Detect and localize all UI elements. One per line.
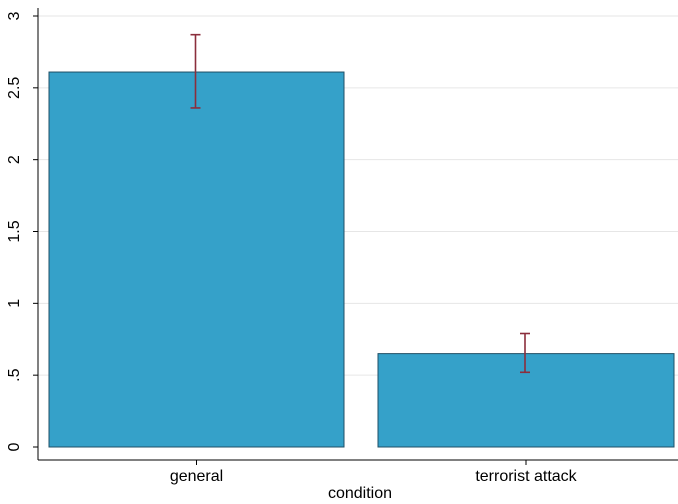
error-bar-0 — [190, 33, 201, 109]
tick-labels: 0 .5 1 1.5 2 2.5 3 general terrorist attack — [6, 11, 578, 485]
x-tick-label-general: general — [170, 468, 223, 485]
x-axis-title: condition — [328, 485, 392, 502]
error-bar-1 — [520, 332, 530, 374]
x-tick-label-terrorist-attack: terrorist attack — [475, 468, 577, 485]
y-tick-label-3: 1.5 — [6, 220, 23, 242]
y-tick-label-2: 1 — [6, 299, 23, 308]
bars — [48, 71, 675, 448]
bar-terrorist-attack — [377, 353, 675, 448]
axes — [33, 8, 678, 465]
y-tick-label-6: 3 — [6, 11, 23, 20]
bar-general — [48, 71, 345, 448]
y-tick-label-0: 0 — [6, 442, 23, 451]
y-tick-label-4: 2 — [6, 155, 23, 164]
y-tick-label-1: .5 — [6, 368, 23, 381]
error-bars — [190, 33, 530, 374]
y-tick-label-5: 2.5 — [6, 77, 23, 99]
